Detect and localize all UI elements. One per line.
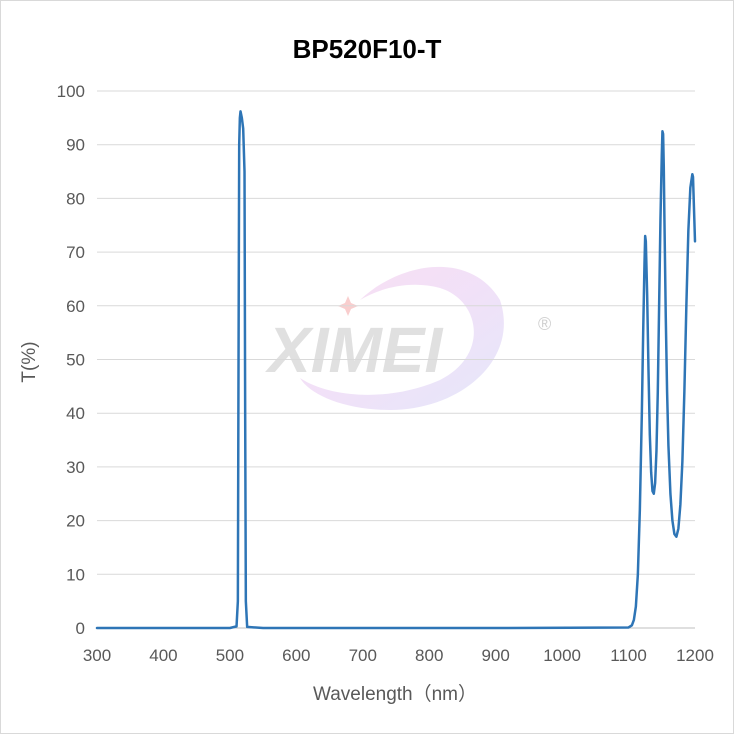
watermark-logo: XIMEI ® xyxy=(265,266,551,410)
y-tick-label: 100 xyxy=(57,82,85,101)
series-line xyxy=(95,110,697,630)
x-tick-label: 700 xyxy=(349,646,377,665)
y-tick-label: 40 xyxy=(66,404,85,423)
y-tick-label: 80 xyxy=(66,189,85,208)
watermark-swoosh-icon xyxy=(300,266,504,410)
x-tick-label: 600 xyxy=(282,646,310,665)
x-tick-label: 400 xyxy=(149,646,177,665)
y-tick-label: 20 xyxy=(66,512,85,531)
y-tick-label: 90 xyxy=(66,136,85,155)
chart-title: BP520F10-T xyxy=(292,34,442,64)
x-axis-label: Wavelength（nm） xyxy=(312,684,478,705)
watermark-registered-mark: ® xyxy=(538,314,551,334)
x-tick-label: 800 xyxy=(415,646,443,665)
y-tick-label: 60 xyxy=(66,297,85,316)
watermark-text: XIMEI xyxy=(265,314,443,386)
grid xyxy=(97,90,695,629)
series-group xyxy=(95,110,697,630)
y-tick-label: 0 xyxy=(76,619,85,638)
y-tick-label: 70 xyxy=(66,243,85,262)
x-tick-label: 900 xyxy=(481,646,509,665)
x-tick-label: 1100 xyxy=(610,646,647,665)
x-tick-label: 500 xyxy=(216,646,244,665)
y-tick-label: 10 xyxy=(66,565,85,584)
x-tick-label: 1200 xyxy=(676,646,714,665)
x-tick-label: 1000 xyxy=(543,646,581,665)
y-tick-label: 50 xyxy=(66,351,85,370)
y-axis-ticks: 0 10 20 30 40 50 60 70 80 90 100 xyxy=(57,82,85,638)
y-tick-label: 30 xyxy=(66,458,85,477)
x-tick-label: 300 xyxy=(83,646,111,665)
x-axis-ticks: 300 400 500 600 700 800 900 1000 1100 1200 xyxy=(83,646,714,665)
